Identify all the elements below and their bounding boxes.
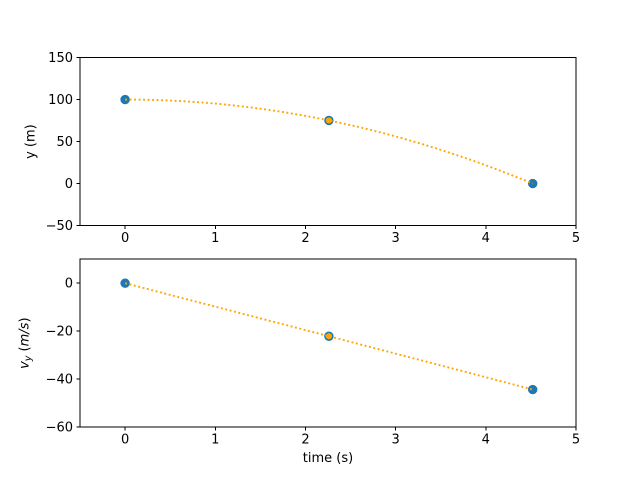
x-tick-label: 2 (301, 433, 309, 448)
x-tick-label: 5 (572, 433, 580, 448)
plot-y-velocity: 0 1 2 3 4 5 0 −20 −40 −60 vy (m/s) time (s) (18, 258, 580, 466)
y-axis-label: vy (m/s) (18, 317, 35, 368)
axes-frame (79, 57, 577, 227)
plot-y-position: 0 1 2 3 4 5 150 100 50 0 −50 y (m) (24, 51, 581, 246)
y-tick-label: −50 (46, 219, 73, 234)
x-tick-label: 5 (572, 231, 580, 246)
x-tick-label: 1 (211, 433, 219, 448)
axes-frame (79, 258, 577, 428)
x-tick-label: 1 (211, 231, 219, 246)
x-axis-label: time (s) (303, 451, 353, 466)
x-tick-label: 4 (482, 433, 490, 448)
highlight-marker (325, 117, 333, 124)
data-point-marker (528, 178, 538, 189)
x-tick-label: 0 (121, 231, 129, 246)
y-tick-label: 0 (65, 277, 73, 292)
y-tick-label: 0 (65, 177, 73, 192)
trajectory-dotted-line (125, 98, 534, 185)
y-tick-label: 50 (56, 135, 73, 150)
y-tick-label: −60 (46, 421, 73, 436)
x-tick-label: 4 (482, 231, 490, 246)
y-tick-label: 150 (48, 51, 73, 66)
y-tick-label: −40 (46, 373, 73, 388)
highlight-marker (325, 333, 333, 340)
x-tick-label: 0 (121, 433, 129, 448)
data-point-marker (528, 384, 538, 395)
x-tick-label: 2 (301, 231, 309, 246)
x-tick-label: 3 (391, 433, 399, 448)
trajectory-dotted-line (124, 282, 533, 391)
y-axis-label: y (m) (24, 124, 39, 159)
x-tick-label: 3 (391, 231, 399, 246)
y-tick-label: −20 (46, 325, 73, 340)
y-tick-label: 100 (48, 93, 73, 108)
